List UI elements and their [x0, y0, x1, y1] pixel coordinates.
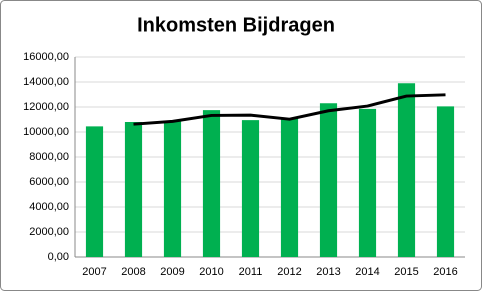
y-tick-label: 14000,00 — [23, 76, 69, 88]
y-tick-label: 0,00 — [48, 251, 69, 263]
x-tick-label: 2007 — [82, 266, 106, 278]
bar — [85, 126, 104, 257]
trend-line — [133, 93, 446, 126]
y-tick-label: 6000,00 — [29, 176, 69, 188]
x-tick-label: 2011 — [239, 266, 263, 278]
bar — [319, 103, 338, 257]
bar — [280, 118, 299, 257]
x-tick-label: 2012 — [277, 266, 301, 278]
bar — [397, 83, 416, 257]
y-tick-label: 2000,00 — [29, 226, 69, 238]
x-tick-label: 2010 — [199, 266, 223, 278]
bar — [202, 110, 221, 257]
x-tick-label: 2016 — [433, 266, 457, 278]
chart-title: Inkomsten Bijdragen — [137, 14, 335, 36]
x-tick-label: 2008 — [121, 266, 145, 278]
y-tick-label: 16000,00 — [23, 51, 69, 63]
bar — [124, 122, 143, 257]
y-tick-label: 4000,00 — [29, 201, 69, 213]
x-tick-label: 2015 — [394, 266, 418, 278]
bar — [163, 120, 182, 257]
bar — [436, 106, 455, 257]
y-tick-label: 12000,00 — [23, 101, 69, 113]
bar — [241, 120, 260, 257]
x-tick-label: 2014 — [355, 266, 379, 278]
bar — [358, 108, 377, 257]
y-tick-label: 10000,00 — [23, 126, 69, 138]
y-tick-label: 8000,00 — [29, 151, 69, 163]
x-tick-label: 2009 — [160, 266, 184, 278]
x-tick-label: 2013 — [316, 266, 340, 278]
